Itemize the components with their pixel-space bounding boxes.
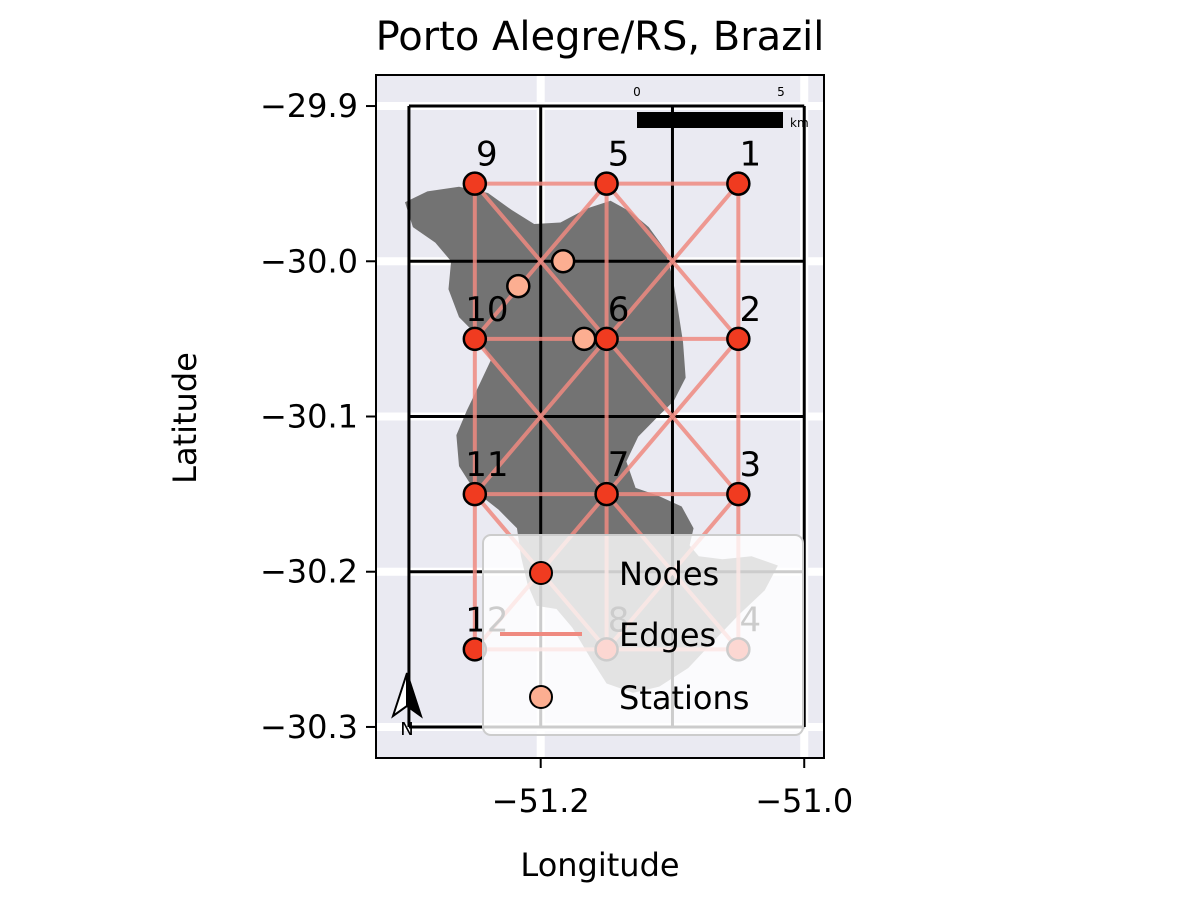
legend-box: [482, 534, 804, 736]
edge-6-1: [605, 182, 740, 341]
legend-nodes-label: Nodes: [619, 555, 719, 593]
edge-11-6: [473, 337, 609, 496]
legend-stations-marker: [529, 685, 553, 709]
node-marker-3: [726, 481, 751, 507]
map-title: Porto Alegre/RS, Brazil: [376, 14, 825, 60]
y-tick-label: −30.1: [260, 398, 358, 436]
y-axis-label: Latitude: [166, 352, 204, 484]
node-label-10: 10: [465, 290, 508, 330]
x-axis-ticks: −51.2 −51.0: [492, 758, 853, 820]
node-marker-2: [726, 326, 751, 352]
station-marker-3: [571, 326, 597, 352]
y-tick-label: −30.2: [260, 553, 358, 591]
node-marker-7: [594, 481, 619, 507]
y-tick-label: −29.9: [260, 87, 358, 125]
north-arrow: N: [391, 672, 423, 740]
edge-10-5: [473, 182, 609, 341]
scale-bar-rect: [637, 112, 783, 128]
scale-bar-max-label: 5: [777, 85, 785, 99]
scale-bar-min-label: 0: [633, 85, 641, 99]
legend: Nodes Edges Stations: [482, 534, 804, 736]
node-label-7: 7: [608, 445, 630, 485]
x-axis-label: Longitude: [520, 846, 679, 884]
node-label-3: 3: [740, 445, 762, 485]
node-marker-10: [462, 326, 488, 352]
legend-nodes-marker: [529, 561, 553, 585]
node-marker-11: [462, 481, 488, 507]
node-marker-5: [594, 171, 619, 196]
scale-bar-unit: km: [790, 116, 809, 130]
north-arrow-shadow-icon: [406, 672, 423, 719]
edge-7-2: [605, 337, 740, 496]
node-marker-6: [594, 326, 619, 352]
node-label-9: 9: [476, 135, 498, 175]
station-marker-1: [550, 249, 576, 274]
node-marker-1: [726, 171, 751, 196]
node-label-2: 2: [740, 290, 762, 330]
node-label-5: 5: [608, 135, 630, 175]
node-label-6: 6: [608, 290, 630, 330]
x-tick-label: −51.2: [492, 782, 590, 820]
node-marker-9: [462, 171, 488, 196]
x-tick-label: −51.0: [755, 782, 853, 820]
legend-edges-label: Edges: [619, 616, 716, 654]
scale-bar: 0 5 km: [633, 85, 808, 130]
y-axis-ticks: −29.9 −30.0 −30.1 −30.2 −30.3: [260, 87, 376, 746]
north-arrow-label: N: [400, 719, 413, 740]
node-label-1: 1: [740, 135, 762, 175]
station-marker-2: [506, 273, 531, 299]
y-tick-label: −30.3: [260, 708, 358, 746]
legend-stations-label: Stations: [619, 679, 749, 717]
node-label-11: 11: [465, 445, 508, 485]
y-tick-label: −30.0: [260, 242, 358, 280]
